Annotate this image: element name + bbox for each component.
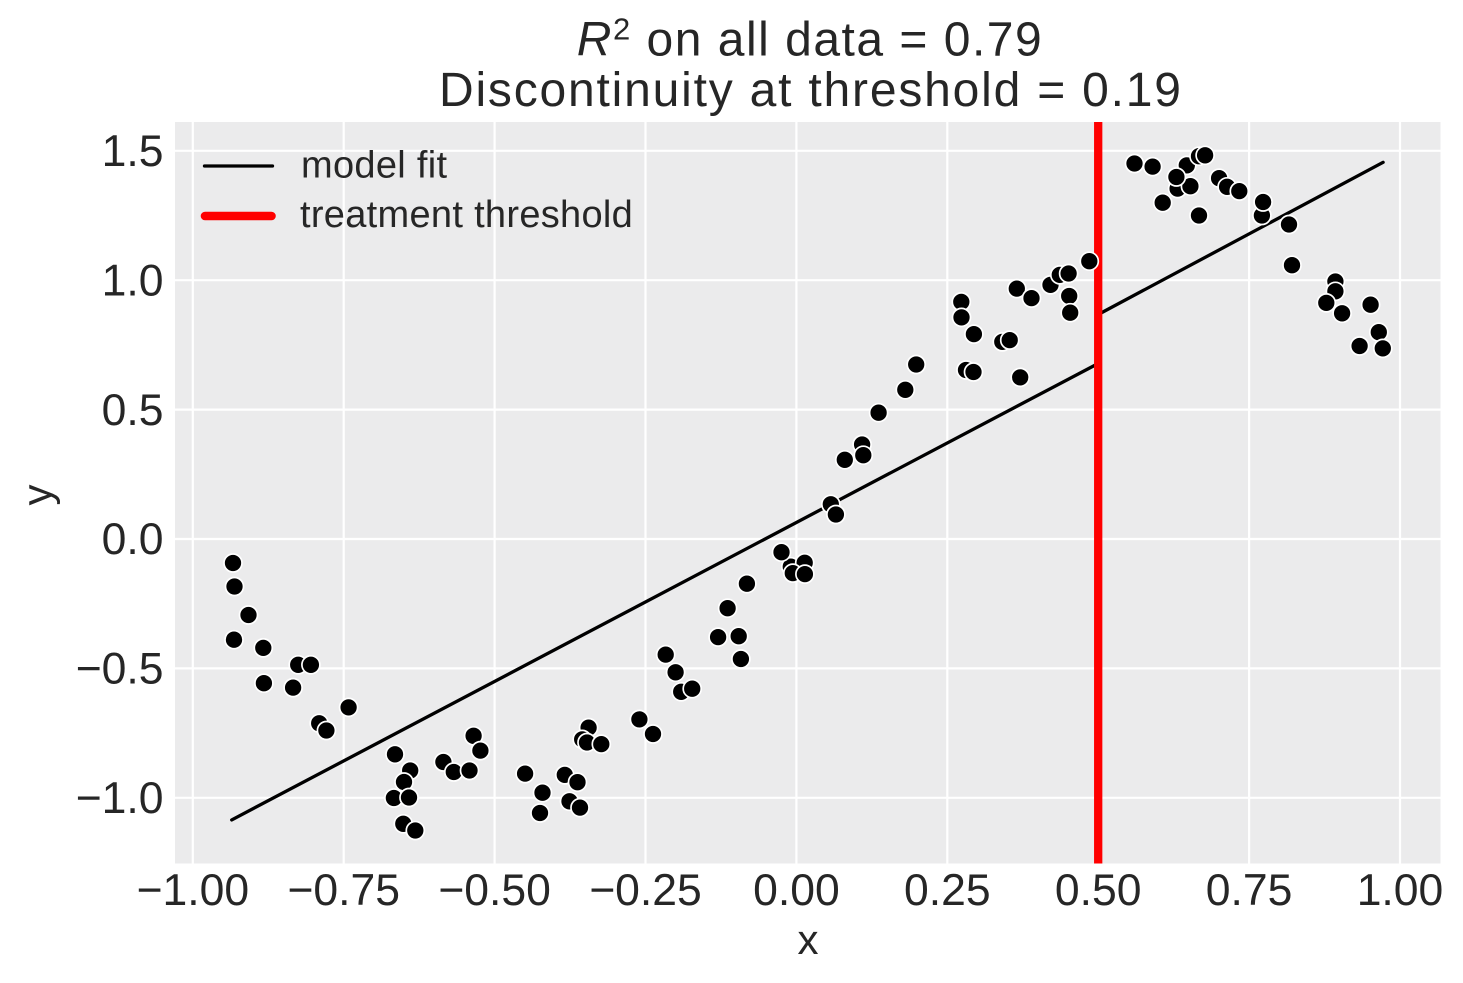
svg-text:1.5: 1.5 [102, 127, 164, 176]
svg-text:0.75: 0.75 [1206, 866, 1293, 915]
svg-text:0.25: 0.25 [904, 866, 991, 915]
svg-text:Discontinuity at threshold = 0: Discontinuity at threshold = 0.19 [439, 64, 1183, 117]
svg-text:0.00: 0.00 [753, 866, 840, 915]
svg-text:−0.5: −0.5 [76, 645, 164, 694]
svg-text:−0.75: −0.75 [287, 866, 400, 915]
svg-text:y: y [14, 485, 61, 506]
svg-text:1.00: 1.00 [1357, 866, 1444, 915]
svg-text:−1.00: −1.00 [136, 866, 249, 915]
svg-text:R2 on all data = 0.79: R2 on all data = 0.79 [577, 12, 1043, 67]
svg-text:treatment threshold: treatment threshold [300, 194, 633, 236]
svg-text:−1.0: −1.0 [76, 774, 164, 823]
svg-text:1.0: 1.0 [102, 256, 164, 305]
svg-text:0.5: 0.5 [102, 386, 164, 435]
svg-text:−0.50: −0.50 [438, 866, 551, 915]
svg-text:x: x [798, 916, 819, 963]
svg-text:model fit: model fit [301, 145, 447, 187]
svg-text:−0.25: −0.25 [589, 866, 702, 915]
svg-text:0.50: 0.50 [1055, 866, 1142, 915]
svg-text:0.0: 0.0 [102, 515, 164, 564]
